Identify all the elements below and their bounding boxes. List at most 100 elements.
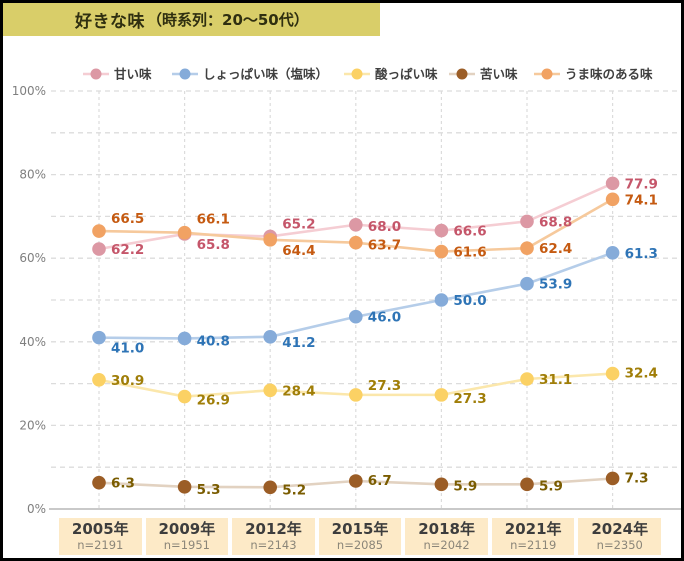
sample-size-label: n=2191	[77, 538, 124, 553]
data-point	[349, 217, 363, 232]
legend-marker-icon	[456, 68, 468, 80]
x-axis-category-cell: 2018年 n=2042	[405, 518, 488, 555]
data-point	[605, 366, 620, 381]
y-axis-tick-label: 0%	[27, 502, 46, 513]
data-point-label: 6.3	[111, 476, 135, 492]
x-axis-category-cell: 2012年 n=2143	[232, 518, 315, 555]
data-point-label: 28.4	[282, 383, 315, 399]
y-axis-tick-label: 40%	[19, 335, 46, 349]
data-point-label: 41.2	[282, 335, 315, 351]
data-point	[434, 223, 449, 238]
data-point	[434, 388, 449, 402]
legend-label: 苦い味	[480, 67, 518, 82]
data-point	[520, 214, 534, 229]
legend-marker-icon	[541, 68, 553, 80]
x-axis-category-cell: 2024年 n=2350	[578, 518, 662, 555]
page-title: 好きな味	[75, 12, 145, 32]
data-point	[434, 244, 449, 259]
data-point-label: 32.4	[625, 366, 658, 382]
year-label: 2015年	[331, 519, 389, 538]
data-point	[605, 471, 620, 486]
y-axis-tick-label: 100%	[12, 84, 46, 98]
data-point	[520, 372, 534, 386]
data-point	[605, 192, 620, 207]
data-point	[349, 309, 363, 324]
data-point	[349, 235, 363, 250]
data-point-label: 65.8	[197, 237, 230, 253]
data-point	[263, 233, 278, 247]
chart-legend: 甘い味 しょっぱい味（塩味） 酸っぱい味 苦い味 うま味のある味	[83, 67, 653, 82]
year-label: 2012年	[245, 519, 302, 538]
legend-marker-icon	[90, 68, 102, 80]
x-axis-category-cell: 2009年 n=1951	[145, 518, 229, 555]
data-point-label: 74.1	[625, 192, 658, 208]
year-label: 2024年	[591, 519, 649, 538]
data-point	[263, 383, 278, 398]
year-label: 2021年	[504, 519, 562, 538]
year-label: 2018年	[418, 519, 475, 538]
data-point	[92, 242, 106, 256]
y-axis-tick-label: 20%	[19, 418, 46, 432]
data-point-label: 66.6	[453, 224, 486, 240]
data-point	[605, 176, 620, 191]
data-point	[263, 329, 278, 344]
data-point-label: 5.2	[282, 482, 306, 498]
line-chart: 100%80%60%40%20%0% 62.2 65.865.2 68.0 66.66…	[12, 67, 681, 513]
data-point	[349, 474, 363, 488]
data-point-label: 27.3	[453, 391, 486, 407]
x-axis-category-cell: 2021年 n=2119	[491, 518, 575, 555]
data-point	[92, 330, 106, 345]
legend-marker-icon	[351, 68, 363, 80]
data-point-label: 40.8	[197, 333, 230, 349]
page-subtitle: （時系列：20〜50代）	[147, 11, 309, 29]
data-point-label: 46.0	[368, 310, 401, 326]
data-point	[520, 241, 534, 255]
data-point-label: 31.1	[539, 372, 572, 388]
sample-size-label: n=2350	[596, 538, 643, 553]
data-point	[177, 389, 192, 404]
data-point	[349, 388, 363, 402]
y-axis-tick-label: 80%	[19, 168, 46, 182]
x-axis-category-cell: 2005年 n=2191	[59, 518, 142, 555]
data-point-label: 50.0	[453, 293, 486, 309]
data-point-label: 30.9	[111, 373, 144, 389]
legend-label: しょっぱい味（塩味）	[203, 67, 328, 82]
data-point	[605, 245, 620, 260]
year-label: 2005年	[71, 519, 129, 538]
data-point-labels: 62.2 65.8 65.2 68.0 66.6 68.8 77.9 41.0 40.8 41.2…	[111, 176, 658, 498]
data-point-label: 5.9	[539, 478, 563, 494]
sample-size-label: n=2085	[336, 538, 384, 553]
data-point-label: 5.9	[453, 478, 477, 494]
data-point	[434, 293, 449, 307]
x-axis-category-cell: 2015年 n=2085	[318, 518, 402, 555]
data-point	[177, 225, 192, 240]
data-point-label: 6.7	[368, 473, 392, 489]
sample-size-label: n=2143	[250, 538, 297, 553]
legend-label: 酸っぱい味	[375, 67, 438, 82]
y-axis-tick-label: 60%	[19, 251, 46, 265]
data-point-label: 5.3	[197, 482, 221, 498]
data-point-label: 62.4	[539, 241, 572, 257]
data-point-label: 77.9	[625, 176, 658, 192]
data-point	[177, 480, 192, 494]
chart-series	[92, 176, 620, 495]
title-bar: 好きな味 （時系列：20〜50代）	[3, 3, 380, 36]
data-point	[520, 276, 534, 291]
sample-size-label: n=1951	[163, 538, 210, 553]
chart-gridlines	[49, 90, 681, 510]
data-point	[434, 477, 449, 492]
data-point-label: 53.9	[539, 277, 572, 293]
legend-label: 甘い味	[114, 67, 152, 82]
sample-size-label: n=2119	[510, 538, 557, 553]
legend-marker-icon	[179, 68, 191, 80]
data-point-label: 41.0	[111, 341, 144, 357]
data-point-label: 66.5	[111, 211, 144, 227]
data-point	[263, 480, 278, 495]
data-point-label: 61.3	[625, 246, 658, 262]
data-point-label: 26.9	[197, 393, 230, 409]
data-point	[92, 224, 106, 238]
data-point-label: 62.2	[111, 242, 144, 258]
legend-label: うま味のある味	[565, 67, 653, 82]
year-label: 2009年	[158, 519, 216, 538]
